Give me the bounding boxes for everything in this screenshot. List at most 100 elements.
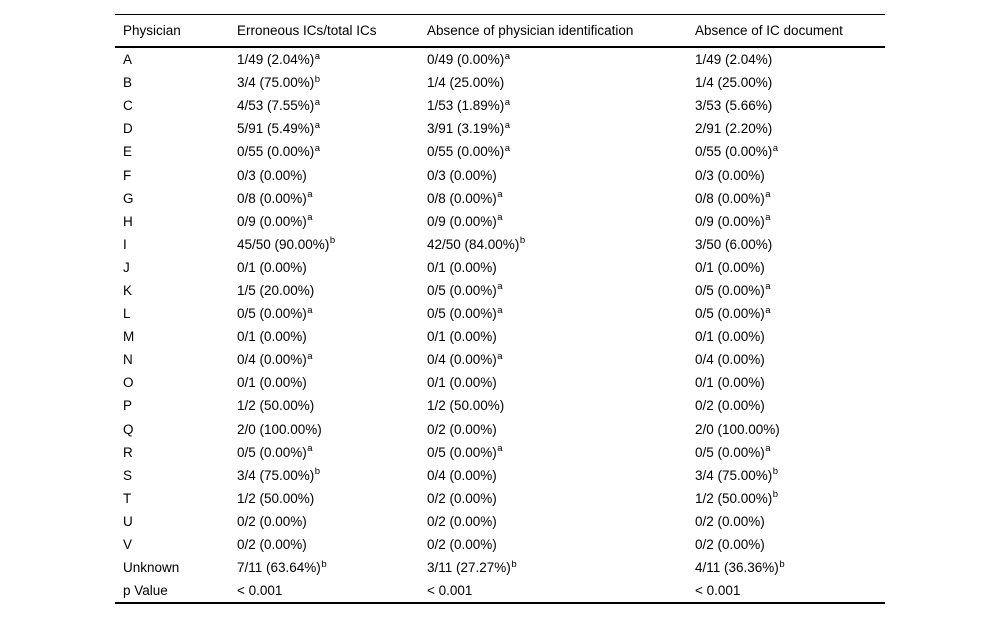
cell-value: 0/9 (0.00%) — [695, 213, 765, 229]
significance-superscript: a — [504, 50, 511, 62]
value-cell: 0/2 (0.00%) — [427, 418, 695, 441]
physician-cell: Unknown — [123, 560, 180, 576]
value-cell: 0/4 (0.00%) — [695, 348, 885, 371]
cell-value: 0/1 (0.00%) — [237, 259, 307, 275]
value-cell: 0/1 (0.00%) — [237, 256, 427, 279]
physician-cell: H — [123, 213, 133, 229]
cell-value: 5/91 (5.49%) — [237, 121, 315, 137]
cell-value: 0/2 (0.00%) — [427, 421, 497, 437]
significance-superscript: a — [307, 212, 313, 224]
cell-value: 0/8 (0.00%) — [695, 190, 765, 206]
value-cell: 0/2 (0.00%) — [427, 487, 695, 510]
value-cell: 1/49 (2.04%) — [695, 47, 885, 71]
physician-cell: P — [123, 398, 133, 414]
value-cell: 3/53 (5.66%) — [695, 94, 885, 117]
physician-cell: L — [123, 306, 131, 322]
value-cell: 0/8 (0.00%)a — [237, 187, 427, 210]
significance-superscript: a — [497, 443, 503, 455]
column-header-absence-physician-id: Absence of physician identification — [427, 14, 695, 48]
table-row: E 0/55 (0.00%)a 0/55 (0.00%)a 0/55 (0.00%)a — [115, 140, 885, 163]
significance-superscript: a — [307, 350, 313, 362]
physician-cell: V — [123, 537, 133, 553]
cell-value: < 0.001 — [695, 583, 741, 599]
significance-superscript: a — [765, 443, 771, 455]
table-row: P 1/2 (50.00%) 1/2 (50.00%) 0/2 (0.00%) — [115, 394, 885, 417]
table-row: I 45/50 (90.00%)b 42/50 (84.00%)b 3/50 (6.0… — [115, 233, 885, 256]
cell-value: 0/1 (0.00%) — [695, 259, 765, 275]
significance-superscript: a — [765, 189, 771, 201]
physician-cell: D — [123, 121, 133, 137]
value-cell: 0/1 (0.00%) — [695, 325, 885, 348]
significance-superscript: a — [497, 304, 503, 316]
significance-superscript: a — [497, 212, 503, 224]
physician-cell: O — [123, 375, 134, 391]
cell-value: < 0.001 — [427, 583, 473, 599]
cell-value: 1/2 (50.00%) — [427, 398, 505, 414]
value-cell: 0/2 (0.00%) — [427, 510, 695, 533]
value-cell: 4/53 (7.55%)a — [237, 94, 427, 117]
value-cell: 1/49 (2.04%)a — [237, 47, 427, 71]
value-cell: 0/2 (0.00%) — [427, 533, 695, 556]
value-cell: 1/2 (50.00%) — [237, 487, 427, 510]
cell-value: 1/2 (50.00%) — [695, 490, 773, 506]
table-row: F 0/3 (0.00%) 0/3 (0.00%) 0/3 (0.00%) — [115, 163, 885, 186]
value-cell: 0/8 (0.00%)a — [427, 187, 695, 210]
table-row: Q 2/0 (100.00%) 0/2 (0.00%) 2/0 (100.00%) — [115, 418, 885, 441]
cell-value: 0/5 (0.00%) — [695, 444, 765, 460]
significance-superscript: b — [779, 558, 785, 570]
cell-value: 42/50 (84.00%) — [427, 236, 520, 252]
value-cell: 3/91 (3.19%)a — [427, 117, 695, 140]
significance-superscript: b — [511, 558, 517, 570]
cell-value: 3/50 (6.00%) — [695, 236, 773, 252]
cell-value: 0/55 (0.00%) — [237, 144, 315, 160]
value-cell: 1/4 (25.00%) — [427, 71, 695, 94]
cell-value: 0/55 (0.00%) — [695, 144, 773, 160]
cell-value: 0/49 (0.00%) — [427, 52, 505, 68]
cell-value: 3/4 (75.00%) — [237, 467, 315, 483]
value-cell: < 0.001 — [695, 579, 885, 603]
cell-value: 2/0 (100.00%) — [695, 421, 780, 437]
cell-value: 0/2 (0.00%) — [237, 513, 307, 529]
table-row: K 1/5 (20.00%) 0/5 (0.00%)a 0/5 (0.00%)a — [115, 279, 885, 302]
cell-value: 1/4 (25.00%) — [695, 75, 773, 91]
value-cell: 0/3 (0.00%) — [427, 163, 695, 186]
significance-superscript: b — [772, 489, 779, 501]
cell-value: 3/11 (27.27%) — [427, 560, 511, 576]
value-cell: < 0.001 — [427, 579, 695, 603]
significance-superscript: a — [314, 142, 321, 154]
physician-cell: S — [123, 467, 133, 483]
cell-value: < 0.001 — [237, 583, 283, 599]
physician-cell: I — [123, 236, 127, 252]
physician-cell: B — [123, 75, 133, 91]
physician-cell: E — [123, 144, 133, 160]
cell-value: 0/5 (0.00%) — [237, 306, 307, 322]
table-row: U 0/2 (0.00%) 0/2 (0.00%) 0/2 (0.00%) — [115, 510, 885, 533]
value-cell: 0/55 (0.00%)a — [695, 140, 885, 163]
significance-superscript: b — [314, 466, 321, 478]
value-cell: 0/2 (0.00%) — [237, 533, 427, 556]
table-row: N 0/4 (0.00%)a 0/4 (0.00%)a 0/4 (0.00%) — [115, 348, 885, 371]
cell-value: 0/2 (0.00%) — [427, 537, 497, 553]
cell-value: 0/1 (0.00%) — [695, 329, 765, 345]
physician-cell: F — [123, 167, 132, 183]
table-row: M 0/1 (0.00%) 0/1 (0.00%) 0/1 (0.00%) — [115, 325, 885, 348]
value-cell: 0/5 (0.00%)a — [237, 302, 427, 325]
value-cell: 0/1 (0.00%) — [427, 325, 695, 348]
significance-superscript: a — [765, 212, 771, 224]
cell-value: 4/11 (36.36%) — [695, 560, 779, 576]
physician-cell: J — [123, 259, 130, 275]
significance-superscript: a — [504, 119, 511, 131]
value-cell: 0/5 (0.00%)a — [427, 279, 695, 302]
cell-value: 2/91 (2.20%) — [695, 121, 773, 137]
value-cell: 42/50 (84.00%)b — [427, 233, 695, 256]
cell-value: 1/5 (20.00%) — [237, 282, 315, 298]
significance-superscript: a — [497, 189, 503, 201]
cell-value: 0/4 (0.00%) — [427, 352, 497, 368]
physician-cell: T — [123, 490, 132, 506]
table-row: J 0/1 (0.00%) 0/1 (0.00%) 0/1 (0.00%) — [115, 256, 885, 279]
cell-value: 0/1 (0.00%) — [427, 329, 497, 345]
value-cell: 0/55 (0.00%)a — [427, 140, 695, 163]
significance-superscript: a — [314, 96, 321, 108]
physician-cell: C — [123, 98, 133, 114]
physician-cell: Q — [123, 421, 134, 437]
